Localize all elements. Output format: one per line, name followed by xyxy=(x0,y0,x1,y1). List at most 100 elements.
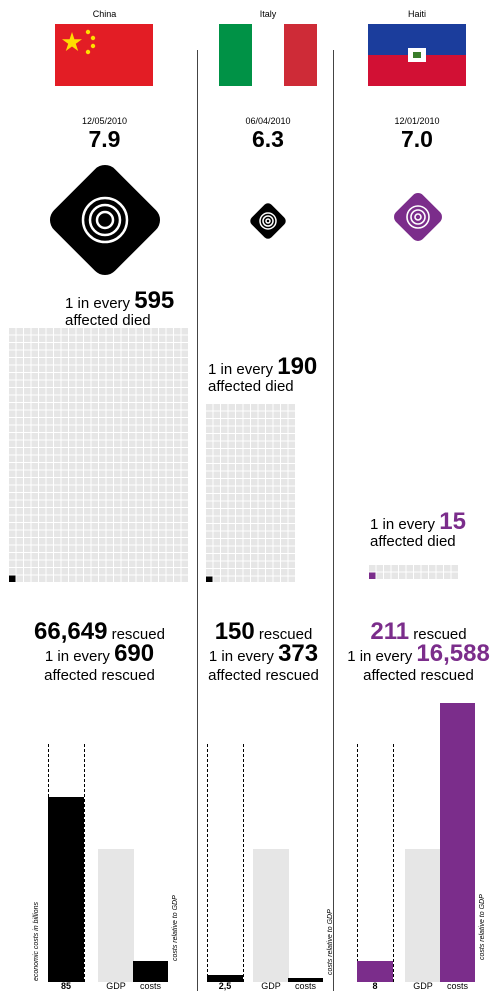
china-square xyxy=(61,515,68,522)
china-square xyxy=(84,440,91,447)
china-square xyxy=(16,373,23,380)
china-square xyxy=(61,568,68,575)
china-square xyxy=(99,418,106,425)
china-square xyxy=(106,403,113,410)
italy-square xyxy=(243,494,250,501)
china-square xyxy=(69,328,76,335)
china-square xyxy=(31,425,38,432)
china-square xyxy=(16,478,23,485)
china-square xyxy=(129,440,136,447)
china-square xyxy=(181,440,188,447)
china-square xyxy=(129,418,136,425)
italy-square xyxy=(213,509,220,516)
china-square xyxy=(174,365,181,372)
china-square xyxy=(84,388,91,395)
china-square xyxy=(121,508,128,515)
china-square xyxy=(144,523,151,530)
china-square xyxy=(39,500,46,507)
italy-square xyxy=(221,486,228,493)
italy-square xyxy=(213,561,220,568)
italy-square xyxy=(266,434,273,441)
china-square xyxy=(76,530,83,537)
gdp-label-haiti: GDP xyxy=(413,981,433,991)
china-square xyxy=(166,395,173,402)
italy-square xyxy=(281,531,288,538)
china-square xyxy=(54,568,61,575)
italy-square xyxy=(281,516,288,523)
china-square xyxy=(31,545,38,552)
italy-square xyxy=(288,501,295,508)
italy-square xyxy=(206,486,213,493)
china-square xyxy=(136,568,143,575)
china-square xyxy=(91,568,98,575)
italy-square xyxy=(228,494,235,501)
cost-relative-bar-china xyxy=(133,961,168,982)
china-square xyxy=(99,478,106,485)
china-square xyxy=(91,538,98,545)
china-square xyxy=(106,328,113,335)
italy-square xyxy=(221,471,228,478)
italy-square xyxy=(288,486,295,493)
china-square xyxy=(174,418,181,425)
china-square xyxy=(39,448,46,455)
china-square xyxy=(54,553,61,560)
china-square xyxy=(106,418,113,425)
econ-dash-left-italy xyxy=(207,744,208,982)
china-square xyxy=(159,485,166,492)
china-square xyxy=(106,530,113,537)
china-square xyxy=(106,515,113,522)
china-square xyxy=(24,463,31,470)
affected-died-label: affected died xyxy=(370,533,456,550)
china-square xyxy=(144,575,151,582)
china-square xyxy=(174,568,181,575)
italy-square xyxy=(288,539,295,546)
china-square xyxy=(69,575,76,582)
china-square xyxy=(129,553,136,560)
china-square xyxy=(61,410,68,417)
haiti-square xyxy=(429,565,436,572)
china-square xyxy=(106,470,113,477)
italy-square xyxy=(243,411,250,418)
china-square xyxy=(121,425,128,432)
china-square xyxy=(144,350,151,357)
china-square xyxy=(69,553,76,560)
china-square xyxy=(31,530,38,537)
china-square xyxy=(121,328,128,335)
china-square xyxy=(76,418,83,425)
china-square xyxy=(136,523,143,530)
italy-square xyxy=(273,561,280,568)
china-square xyxy=(54,343,61,350)
china-square xyxy=(91,410,98,417)
italy-square xyxy=(281,471,288,478)
italy-square xyxy=(206,479,213,486)
china-square xyxy=(181,418,188,425)
china-square xyxy=(181,508,188,515)
china-square xyxy=(24,440,31,447)
china-square xyxy=(9,418,16,425)
column-haiti: Haiti 12/01/2010 7.0 1 in every 15 affec… xyxy=(333,0,501,991)
italy-square xyxy=(258,486,265,493)
italy-square xyxy=(251,486,258,493)
china-square xyxy=(159,500,166,507)
italy-square xyxy=(281,501,288,508)
italy-square xyxy=(273,441,280,448)
china-square xyxy=(159,388,166,395)
china-square xyxy=(84,403,91,410)
china-square xyxy=(39,485,46,492)
china-square xyxy=(106,485,113,492)
italy-square xyxy=(228,449,235,456)
china-square xyxy=(46,425,53,432)
china-square xyxy=(16,545,23,552)
china-square xyxy=(144,365,151,372)
china-square xyxy=(46,410,53,417)
china-square xyxy=(54,403,61,410)
china-square xyxy=(46,530,53,537)
china-square xyxy=(91,553,98,560)
china-square xyxy=(114,485,121,492)
china-square xyxy=(121,530,128,537)
italy-square xyxy=(236,426,243,433)
china-square xyxy=(84,455,91,462)
china-square xyxy=(31,515,38,522)
italy-square xyxy=(281,576,288,582)
china-square xyxy=(166,560,173,567)
